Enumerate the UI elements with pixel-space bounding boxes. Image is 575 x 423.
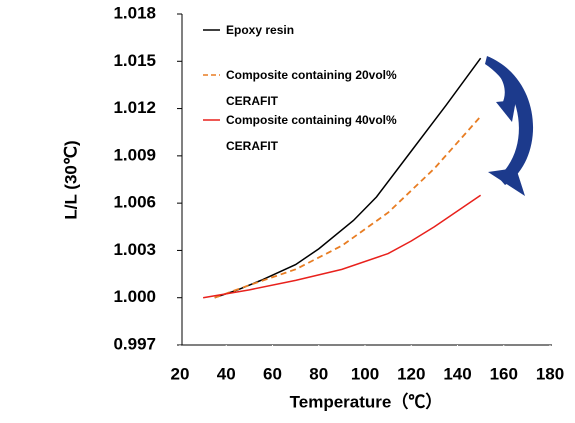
x-axis-label: Temperature（℃） [290, 391, 443, 411]
y-tick-label: 1.006 [113, 193, 156, 212]
big-arrow [485, 56, 534, 185]
x-tick-label: 180 [536, 364, 564, 383]
x-tick-label: 160 [490, 364, 518, 383]
x-tick-label: 80 [309, 364, 328, 383]
legend-label: Composite containing 20vol% CERAFIT [226, 68, 397, 108]
y-tick-label: 1.003 [113, 240, 156, 259]
x-tick-label: 100 [351, 364, 379, 383]
big-arrow-head [488, 168, 525, 196]
series-line [202, 194, 482, 299]
y-tick-label: 1.018 [113, 3, 156, 22]
x-tick-label: 40 [217, 364, 236, 383]
y-tick-label: 1.012 [113, 98, 156, 117]
x-tick-label: 60 [263, 364, 282, 383]
series-line [214, 57, 482, 299]
x-tick-label: 140 [443, 364, 471, 383]
y-tick-label: 1.015 [113, 51, 156, 70]
small-arrow-head [496, 100, 516, 122]
y-axis-label: L/L (30℃) [61, 140, 80, 219]
legend-label: Epoxy resin [226, 23, 295, 37]
y-tick-label: 0.997 [113, 334, 156, 353]
arrows [485, 56, 534, 196]
x-tick-label: 20 [171, 364, 190, 383]
y-tick-label: 1.009 [113, 145, 156, 164]
x-tick-label: 120 [397, 364, 425, 383]
legend-label: Composite containing 40vol% CERAFIT [226, 113, 397, 153]
y-tick-label: 1.000 [113, 287, 156, 306]
small-arrow [486, 57, 515, 108]
